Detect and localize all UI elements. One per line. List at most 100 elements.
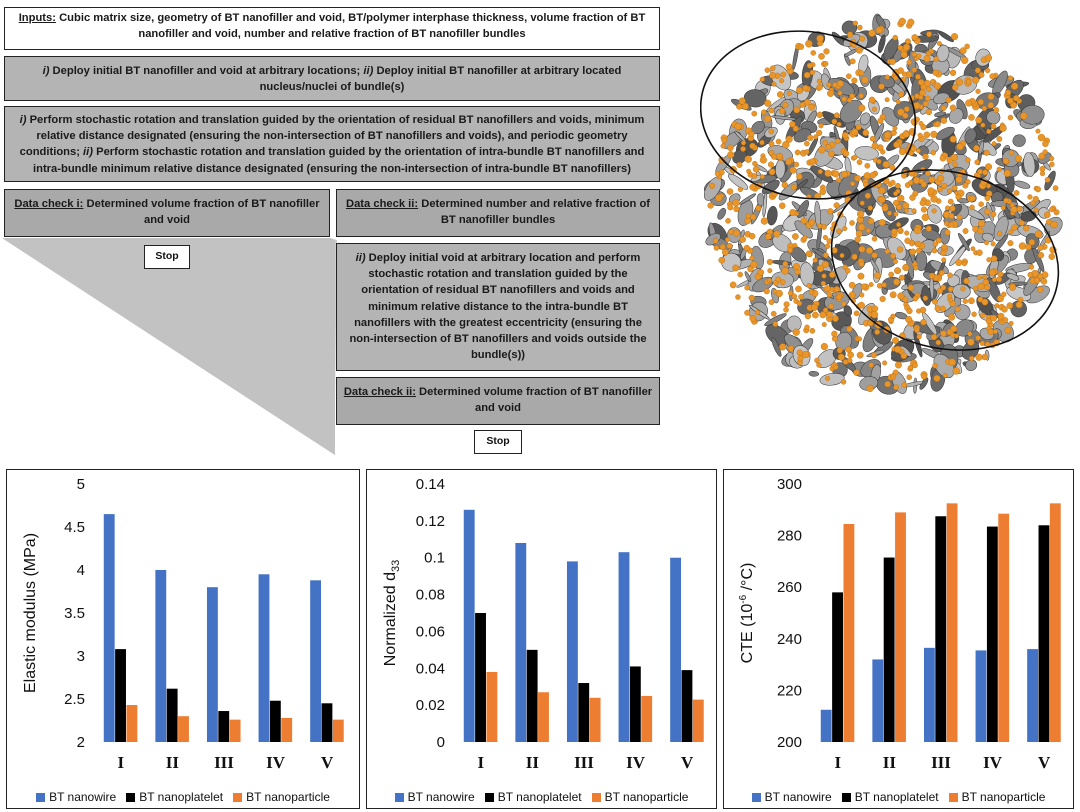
y-tick-label: 4	[77, 562, 85, 579]
nanoparticle-sphere	[780, 71, 787, 78]
nanoparticle-sphere	[884, 97, 890, 103]
nanoparticle-sphere	[744, 217, 752, 225]
nanoparticle-sphere	[874, 329, 881, 335]
nanoparticle-sphere	[968, 297, 975, 305]
nanoparticle-sphere	[981, 353, 988, 361]
nanoparticle-sphere	[907, 364, 913, 370]
bar-nanowire	[463, 509, 475, 742]
legend-item-nanowire: BT nanowire	[751, 790, 832, 804]
nanoparticle-sphere	[978, 220, 985, 228]
x-category-label: IV	[626, 753, 646, 772]
nanoparticle-sphere	[906, 374, 913, 380]
nanoparticle-sphere	[828, 150, 835, 158]
nanoparticle-sphere	[858, 70, 865, 76]
nanoparticle-sphere	[775, 138, 782, 145]
step1-a-number: i)	[42, 65, 50, 77]
nanoparticle-sphere	[936, 174, 945, 183]
nanoparticle-sphere	[999, 124, 1007, 132]
nanoparticle-sphere	[1015, 301, 1023, 309]
nanoplatelet-disk	[875, 15, 886, 29]
nanoparticle-sphere	[975, 88, 981, 94]
nanoparticle-sphere	[902, 112, 909, 119]
nanoparticle-sphere	[984, 208, 991, 215]
nanoparticle-sphere	[804, 324, 810, 330]
nanoparticle-sphere	[821, 273, 827, 279]
nanoparticle-sphere	[842, 150, 850, 157]
nanoparticle-sphere	[893, 75, 899, 81]
stop-label-2: Stop	[486, 435, 510, 447]
nanoparticle-sphere	[869, 135, 876, 142]
nanoparticle-sphere	[859, 35, 866, 42]
nanoparticle-sphere	[858, 261, 865, 267]
nanoparticle-sphere	[727, 151, 735, 159]
nanoparticle-sphere	[924, 170, 931, 177]
nanoparticle-sphere	[990, 211, 997, 218]
nanoplatelet-disk	[935, 126, 955, 140]
nanoparticle-sphere	[913, 265, 919, 271]
nanoparticle-sphere	[922, 295, 929, 301]
nanoparticle-sphere	[805, 250, 813, 257]
nanoparticle-sphere	[892, 258, 899, 265]
nanoparticle-sphere	[915, 247, 922, 254]
nanoparticle-sphere	[971, 311, 977, 317]
step3-number: ii)	[355, 252, 366, 264]
y-tick-label: 0.06	[416, 623, 445, 640]
nanoparticle-sphere	[759, 156, 767, 164]
nanoparticle-sphere	[826, 89, 835, 97]
nanoparticle-sphere	[823, 285, 831, 293]
nanoparticle-sphere	[858, 301, 865, 309]
legend-item-nanowire: BT nanowire	[394, 790, 475, 804]
elastic-modulus-chart: 2 2.5 3 3.5 4 4.5 5 Elastic modulus (MPa) I II III…	[6, 469, 360, 809]
legend-item-nanoplatelet: BT nanoplatelet	[126, 790, 223, 804]
nanoparticle-sphere	[917, 132, 923, 138]
nanoparticle-sphere	[997, 312, 1005, 320]
nanoparticle-sphere	[1049, 206, 1055, 213]
nanoparticle-sphere	[960, 56, 969, 64]
nanoparticle-sphere	[898, 147, 907, 156]
nanoparticle-sphere	[940, 330, 947, 337]
nanoparticle-sphere	[1016, 205, 1023, 212]
nanoparticle-sphere	[911, 67, 918, 73]
nanoparticle-sphere	[889, 58, 896, 65]
legend-item-nanowire: BT nanowire	[36, 790, 116, 804]
nanoparticle-sphere	[781, 181, 788, 189]
nanoparticle-sphere	[763, 288, 770, 295]
nanoparticle-sphere	[767, 278, 773, 284]
nanoparticle-sphere	[916, 334, 922, 340]
nanoparticle-sphere	[940, 117, 948, 124]
nanoparticle-sphere	[743, 244, 750, 251]
legend-label-nanoparticle: BT nanoparticle	[604, 790, 689, 804]
nanoparticle-sphere	[901, 381, 908, 388]
nanoparticle-sphere	[867, 205, 873, 211]
nanoparticle-sphere	[955, 78, 964, 86]
nanoplatelet-disk	[921, 228, 941, 241]
nanoparticle-sphere	[983, 284, 990, 291]
bar-nanoparticle	[538, 692, 549, 742]
nanoparticle-sphere	[831, 118, 838, 125]
nanoparticle-sphere	[1009, 283, 1017, 291]
nanoparticle-sphere	[906, 307, 913, 315]
nanoparticle-sphere	[787, 247, 793, 254]
nanoparticle-sphere	[736, 103, 743, 110]
nanoparticle-sphere	[826, 291, 833, 298]
nanoplatelet-disk	[936, 44, 950, 63]
nanoparticle-sphere	[989, 73, 996, 80]
nanoparticle-sphere	[787, 290, 794, 296]
bar-nanoparticle	[229, 719, 241, 742]
nanoparticle-sphere	[963, 277, 970, 285]
nanoparticle-sphere	[902, 202, 910, 209]
nanoparticle-sphere	[796, 173, 803, 180]
nanoparticle-sphere	[943, 220, 949, 226]
nanoparticle-sphere	[773, 230, 781, 238]
nanoparticle-sphere	[814, 357, 820, 364]
nanoparticle-sphere	[895, 182, 901, 189]
step2-a-text: Perform stochastic rotation and translat…	[19, 114, 645, 159]
nanoparticle-sphere	[985, 163, 993, 171]
nanoparticle-sphere	[935, 339, 941, 346]
nanoparticle-sphere	[794, 149, 801, 156]
nanocomposite-illustration	[700, 13, 1063, 395]
nanoparticle-sphere	[726, 188, 734, 195]
nanoparticle-sphere	[933, 374, 941, 382]
nanoparticle-sphere	[787, 345, 794, 352]
x-category-label: I	[117, 753, 124, 772]
